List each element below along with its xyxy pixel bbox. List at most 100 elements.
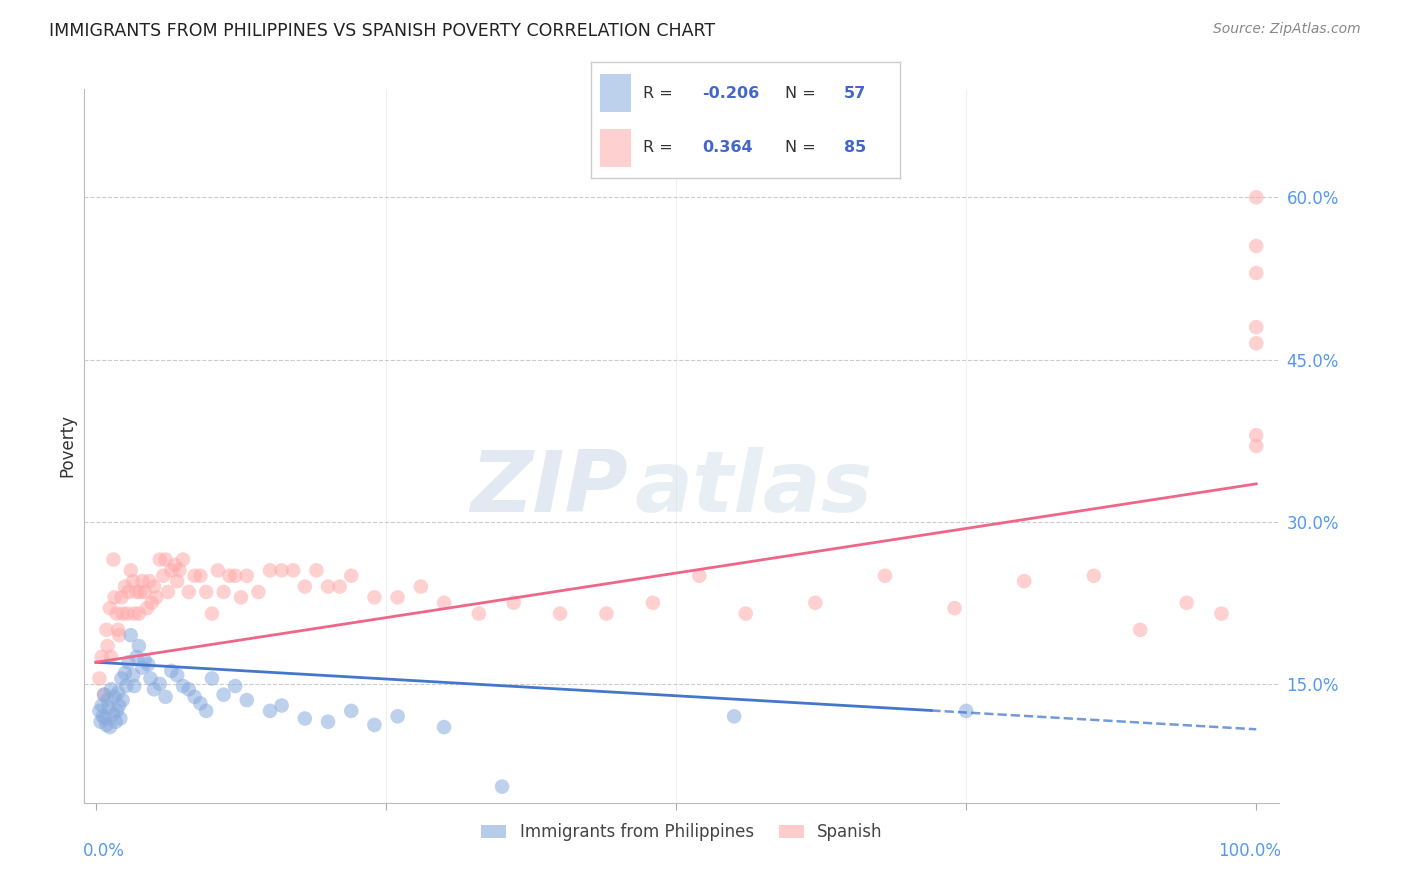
Point: [340, 568, 363, 582]
Point: [294, 711, 316, 725]
Point: [122, 679, 145, 693]
Point: [247, 585, 270, 599]
Point: [1083, 568, 1105, 582]
Point: [143, 682, 166, 697]
Text: N =: N =: [786, 139, 821, 154]
Point: [183, 568, 205, 582]
Point: [96, 718, 118, 732]
Text: 0.364: 0.364: [702, 139, 752, 154]
Point: [103, 690, 125, 704]
Point: [160, 563, 183, 577]
Point: [105, 704, 128, 718]
Point: [1211, 607, 1233, 621]
Point: [224, 568, 246, 582]
Point: [224, 679, 246, 693]
Point: [201, 607, 224, 621]
Point: [1244, 266, 1267, 280]
Text: 0.0%: 0.0%: [83, 842, 125, 860]
Point: [163, 558, 186, 572]
Point: [433, 720, 456, 734]
Point: [134, 585, 156, 599]
Point: [90, 649, 112, 664]
Point: [122, 574, 145, 589]
Point: [117, 607, 139, 621]
Point: [734, 607, 756, 621]
Point: [169, 563, 191, 577]
Point: [110, 591, 132, 605]
Point: [125, 585, 148, 599]
Text: Source: ZipAtlas.com: Source: ZipAtlas.com: [1213, 22, 1361, 37]
Point: [149, 552, 172, 566]
Point: [270, 698, 292, 713]
Point: [120, 628, 142, 642]
Text: N =: N =: [786, 86, 821, 101]
Point: [195, 704, 218, 718]
Point: [201, 672, 224, 686]
Point: [212, 585, 235, 599]
Point: [145, 591, 167, 605]
Point: [107, 685, 129, 699]
Point: [100, 682, 122, 697]
Point: [195, 585, 218, 599]
Point: [97, 700, 120, 714]
Point: [1175, 596, 1198, 610]
Point: [1012, 574, 1035, 589]
Point: [207, 563, 229, 577]
Point: [129, 585, 152, 599]
Point: [955, 704, 977, 718]
Point: [89, 672, 111, 686]
Point: [183, 690, 205, 704]
Point: [491, 780, 513, 794]
Point: [236, 693, 259, 707]
Y-axis label: Poverty: Poverty: [58, 415, 76, 477]
Point: [117, 585, 139, 599]
Point: [363, 718, 385, 732]
Point: [688, 568, 710, 582]
Text: R =: R =: [643, 86, 678, 101]
Point: [103, 707, 125, 722]
Point: [329, 580, 352, 594]
Bar: [600, 128, 631, 167]
Point: [873, 568, 896, 582]
Point: [294, 580, 316, 594]
Point: [100, 649, 122, 664]
Point: [433, 596, 456, 610]
Point: [103, 552, 125, 566]
Point: [93, 688, 115, 702]
Point: [117, 655, 139, 669]
Point: [723, 709, 745, 723]
Point: [108, 698, 131, 713]
Point: [160, 664, 183, 678]
Point: [97, 639, 120, 653]
Text: atlas: atlas: [634, 447, 872, 531]
Point: [212, 688, 235, 702]
Point: [131, 660, 153, 674]
Point: [172, 552, 194, 566]
Point: [641, 596, 664, 610]
Point: [143, 580, 166, 594]
Point: [128, 607, 150, 621]
Text: IMMIGRANTS FROM PHILIPPINES VS SPANISH POVERTY CORRELATION CHART: IMMIGRANTS FROM PHILIPPINES VS SPANISH P…: [49, 22, 716, 40]
Point: [128, 639, 150, 653]
Point: [1244, 439, 1267, 453]
Point: [340, 704, 363, 718]
Point: [94, 711, 117, 725]
Point: [236, 568, 259, 582]
Bar: [600, 74, 631, 112]
Point: [259, 563, 281, 577]
Point: [89, 704, 111, 718]
Point: [190, 696, 212, 710]
Point: [156, 585, 179, 599]
Point: [316, 580, 339, 594]
Point: [104, 714, 127, 729]
Point: [141, 596, 163, 610]
Point: [105, 607, 128, 621]
Point: [387, 709, 409, 723]
Point: [111, 607, 134, 621]
Point: [1244, 320, 1267, 334]
Point: [166, 668, 188, 682]
Text: 85: 85: [844, 139, 866, 154]
Point: [110, 711, 132, 725]
Legend: Immigrants from Philippines, Spanish: Immigrants from Philippines, Spanish: [475, 817, 889, 848]
Point: [468, 607, 491, 621]
